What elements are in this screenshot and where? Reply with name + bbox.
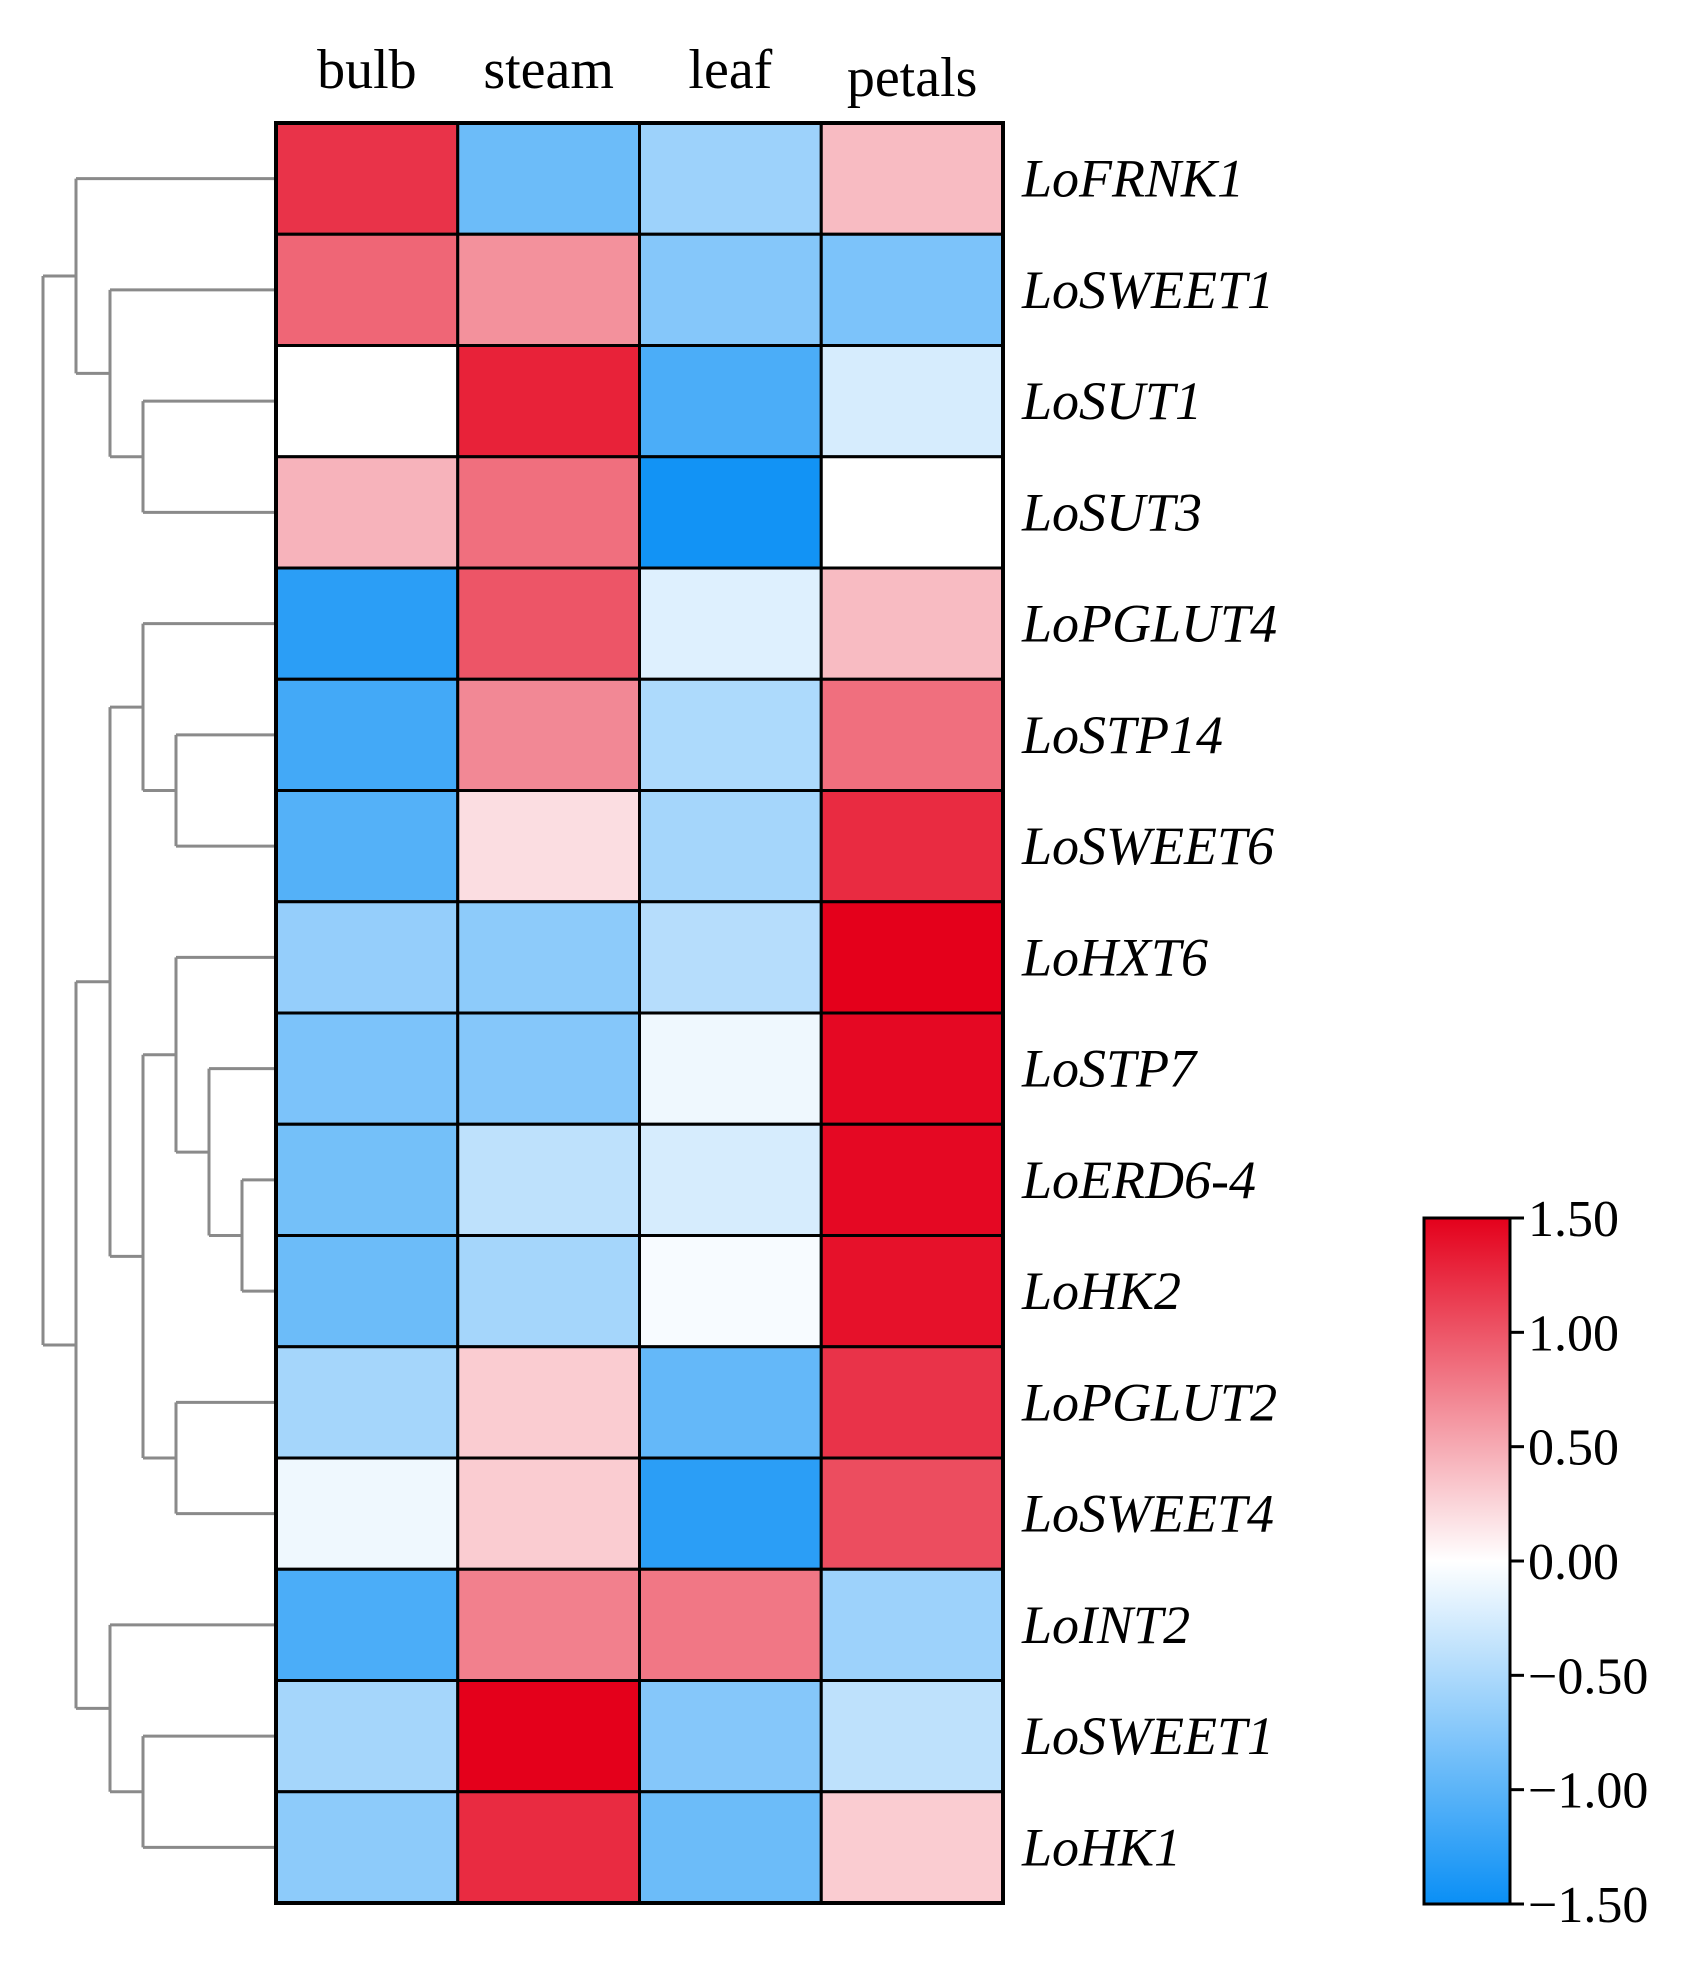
heatmap-cell-LoSTP14-leaf bbox=[638, 677, 823, 792]
heatmap-cell-LoERD6-4-petals bbox=[819, 1122, 1005, 1237]
column-label-petals: petals bbox=[847, 47, 978, 109]
heatmap-cell-LoHK1-leaf bbox=[638, 1790, 823, 1905]
heatmap-cell-LoSTP14-petals bbox=[819, 677, 1005, 792]
row-label-LoHK1: LoHK1 bbox=[1021, 1817, 1181, 1877]
heatmap-cell-LoPGLUT4-steam bbox=[456, 566, 641, 681]
column-labels: bulb steam leaf petals bbox=[317, 39, 977, 109]
heatmap-cell-LoHXT6-bulb bbox=[274, 900, 460, 1015]
heatmap-cell-LoSWEET6-petals bbox=[819, 789, 1005, 904]
heatmap-cell-LoPGLUT2-petals bbox=[819, 1345, 1005, 1460]
heatmap-cell-LoSUT1-steam bbox=[456, 344, 641, 459]
colorbar-tick-label: −0.50 bbox=[1528, 1648, 1648, 1705]
heatmap-cell-LoERD6-4-bulb bbox=[274, 1122, 460, 1237]
row-label-LoPGLUT2: LoPGLUT2 bbox=[1021, 1372, 1277, 1432]
row-label-LoSUT1: LoSUT1 bbox=[1021, 371, 1202, 431]
heatmap-cells bbox=[274, 121, 1005, 1905]
heatmap-cell-LoSTP14-bulb bbox=[274, 677, 460, 792]
heatmap-cell-LoINT2-steam bbox=[456, 1567, 641, 1682]
heatmap-cell-LoSWEET4-steam bbox=[456, 1456, 641, 1571]
heatmap-cell-LoSWEET4-bulb bbox=[274, 1456, 460, 1571]
heatmap-cell-LoSUT3-petals bbox=[819, 455, 1005, 570]
heatmap-cell-LoSUT1-leaf bbox=[638, 344, 823, 459]
heatmap-cell-LoHK2-petals bbox=[819, 1234, 1005, 1349]
row-label-LoINT2: LoINT2 bbox=[1021, 1595, 1190, 1655]
heatmap-cell-LoHK2-leaf bbox=[638, 1234, 823, 1349]
heatmap-cell-LoSWEET1-bulb bbox=[274, 1679, 460, 1794]
heatmap-cell-LoSWEET1-leaf bbox=[638, 1679, 823, 1794]
row-dendrogram bbox=[41, 177, 276, 1849]
heatmap-cell-LoSWEET4-petals bbox=[819, 1456, 1005, 1571]
heatmap-cell-LoHK1-steam bbox=[456, 1790, 641, 1905]
colorbar-tick-label: 0.50 bbox=[1528, 1420, 1619, 1477]
heatmap-cell-LoSWEET6-leaf bbox=[638, 789, 823, 904]
heatmap-cell-LoHK1-bulb bbox=[274, 1790, 460, 1905]
heatmap-cell-LoPGLUT2-bulb bbox=[274, 1345, 460, 1460]
heatmap-cell-LoSUT3-bulb bbox=[274, 455, 460, 570]
heatmap-cell-LoSWEET1-steam bbox=[456, 232, 641, 347]
heatmap-cell-LoSWEET4-leaf bbox=[638, 1456, 823, 1571]
column-label-bulb: bulb bbox=[317, 39, 417, 101]
row-label-LoPGLUT4: LoPGLUT4 bbox=[1021, 594, 1277, 654]
heatmap-cell-LoSWEET1-leaf bbox=[638, 232, 823, 347]
heatmap-cell-LoSTP7-steam bbox=[456, 1011, 641, 1126]
heatmap-cell-LoSTP14-steam bbox=[456, 677, 641, 792]
row-label-LoSWEET4: LoSWEET4 bbox=[1021, 1484, 1274, 1544]
heatmap-cell-LoPGLUT2-steam bbox=[456, 1345, 641, 1460]
row-label-LoSTP14: LoSTP14 bbox=[1021, 705, 1223, 765]
colorbar-tick-label: 1.50 bbox=[1528, 1191, 1619, 1248]
colorbar-tick-label: −1.00 bbox=[1528, 1763, 1648, 1820]
row-label-LoHK2: LoHK2 bbox=[1021, 1261, 1181, 1321]
row-label-LoSWEET1: LoSWEET1 bbox=[1021, 1706, 1274, 1766]
heatmap-cell-LoPGLUT4-leaf bbox=[638, 566, 823, 681]
heatmap-cell-LoHK2-bulb bbox=[274, 1234, 460, 1349]
heatmap-cell-LoINT2-bulb bbox=[274, 1567, 460, 1682]
heatmap-cell-LoSUT1-petals bbox=[819, 344, 1005, 459]
heatmap-cell-LoSWEET1-petals bbox=[819, 1679, 1005, 1794]
heatmap-cell-LoSTP7-petals bbox=[819, 1011, 1005, 1126]
heatmap-cell-LoPGLUT2-leaf bbox=[638, 1345, 823, 1460]
heatmap-cell-LoSWEET1-steam bbox=[456, 1679, 641, 1794]
colorbar-tick-label: −1.50 bbox=[1528, 1877, 1648, 1934]
colorbar-tick-label: 1.00 bbox=[1528, 1305, 1619, 1362]
column-label-leaf: leaf bbox=[688, 39, 772, 101]
heatmap-border bbox=[274, 121, 1005, 1905]
heatmap-cell-LoSWEET1-bulb bbox=[274, 232, 460, 347]
heatmap-cell-LoSWEET1-petals bbox=[819, 232, 1005, 347]
row-labels: LoFRNK1 LoSWEET1 LoSUT1 LoSUT3 LoPGLUT4 LoSTP… bbox=[1021, 149, 1277, 1878]
colorbar-gradient bbox=[1422, 1216, 1512, 1906]
heatmap-cell-LoERD6-4-leaf bbox=[638, 1122, 823, 1237]
heatmap-cell-LoERD6-4-steam bbox=[456, 1122, 641, 1237]
row-label-LoHXT6: LoHXT6 bbox=[1021, 927, 1208, 987]
heatmap-cell-LoHXT6-petals bbox=[819, 900, 1005, 1015]
heatmap-cell-LoFRNK1-leaf bbox=[638, 121, 823, 236]
heatmap-cell-LoFRNK1-steam bbox=[456, 121, 641, 236]
column-label-steam: steam bbox=[483, 39, 614, 101]
heatmap-cell-LoHK1-petals bbox=[819, 1790, 1005, 1905]
row-label-LoSWEET6: LoSWEET6 bbox=[1021, 816, 1274, 876]
row-label-LoERD6-4: LoERD6-4 bbox=[1021, 1150, 1256, 1210]
heatmap-cell-LoSUT3-steam bbox=[456, 455, 641, 570]
heatmap-cell-LoPGLUT4-petals bbox=[819, 566, 1005, 681]
heatmap-cell-LoSTP7-leaf bbox=[638, 1011, 823, 1126]
heatmap-cell-LoSWEET6-steam bbox=[456, 789, 641, 904]
heatmap-cell-LoFRNK1-petals bbox=[819, 121, 1005, 236]
heatmap-cell-LoSUT3-leaf bbox=[638, 455, 823, 570]
heatmap-cell-LoHK2-steam bbox=[456, 1234, 641, 1349]
colorbar-tick-label: 0.00 bbox=[1528, 1534, 1619, 1591]
heatmap-cell-LoHXT6-steam bbox=[456, 900, 641, 1015]
row-label-LoSTP7: LoSTP7 bbox=[1021, 1039, 1198, 1099]
heatmap-cell-LoSWEET6-bulb bbox=[274, 789, 460, 904]
heatmap-cell-LoINT2-petals bbox=[819, 1567, 1005, 1682]
row-label-LoSUT3: LoSUT3 bbox=[1021, 482, 1202, 542]
heatmap-cell-LoINT2-leaf bbox=[638, 1567, 823, 1682]
heatmap-cell-LoSUT1-bulb bbox=[274, 344, 460, 459]
heatmap-cell-LoSTP7-bulb bbox=[274, 1011, 460, 1126]
row-label-LoFRNK1: LoFRNK1 bbox=[1021, 149, 1244, 209]
heatmap-cell-LoPGLUT4-bulb bbox=[274, 566, 460, 681]
heatmap-cell-LoFRNK1-bulb bbox=[274, 121, 460, 236]
heatmap-cell-LoHXT6-leaf bbox=[638, 900, 823, 1015]
row-label-LoSWEET1: LoSWEET1 bbox=[1021, 260, 1274, 320]
colorbar: 1.50 1.00 0.50 0.00 −0.50 −1.00 −1.50 bbox=[1422, 1191, 1648, 1934]
